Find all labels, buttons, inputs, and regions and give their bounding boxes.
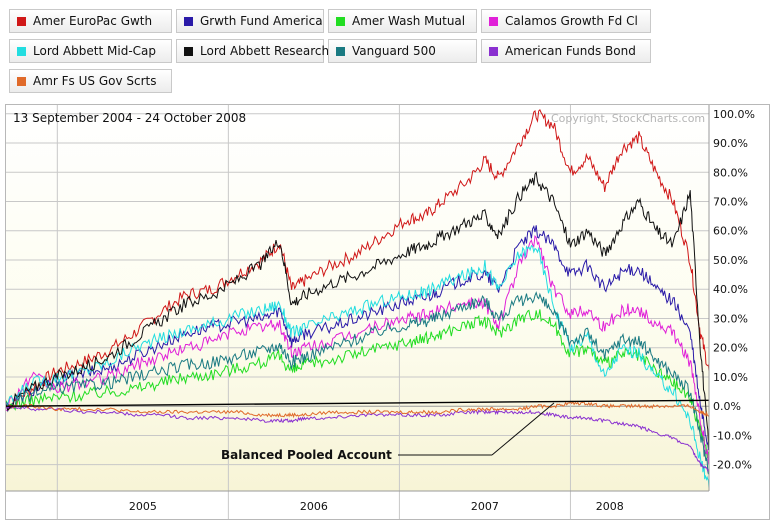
y-tick-label: 100.0%	[713, 108, 755, 121]
legend-item: Grwth Fund America	[176, 9, 324, 33]
legend-swatch	[336, 16, 345, 26]
series-line-calamos-growth-fd-cl	[6, 235, 709, 465]
copyright-label: Copyright, StockCharts.com	[551, 112, 705, 125]
legend-label: Amer Wash Mutual	[352, 14, 466, 28]
legend-swatch	[17, 46, 26, 56]
x-tick-label: 2006	[300, 500, 328, 513]
legend-swatch	[17, 16, 26, 26]
y-tick-label: 40.0%	[713, 283, 748, 296]
legend-swatch	[336, 46, 345, 56]
y-tick-label: 90.0%	[713, 137, 748, 150]
series-line-balanced-pooled-account	[6, 399, 709, 407]
y-tick-label: 10.0%	[713, 371, 748, 384]
legend-label: Amer EuroPac Gwth	[33, 14, 153, 28]
annotation-pointer	[491, 402, 555, 456]
legend-swatch	[489, 46, 498, 56]
y-axis: 100.0% 90.0% 80.0% 70.0% 60.0% 50.0% 40.0% 30.0…	[708, 105, 755, 491]
y-tick-label: -20.0%	[713, 459, 752, 472]
y-tick-label: 60.0%	[713, 225, 748, 238]
legend-item: Amr Fs US Gov Scrts	[9, 69, 172, 93]
legend-label: Vanguard 500	[352, 44, 436, 58]
legend-swatch	[489, 16, 498, 26]
series-line-vanguard-500	[6, 291, 709, 475]
series-line-lord-abbett-mid-cap	[6, 244, 709, 489]
legend-label: Grwth Fund America	[200, 14, 323, 28]
y-tick-label: 80.0%	[713, 166, 748, 179]
legend-item: Vanguard 500	[328, 39, 477, 63]
legend-item: Lord Abbett Research	[176, 39, 329, 63]
y-tick-label: 20.0%	[713, 342, 748, 355]
legend-swatch	[17, 76, 26, 86]
series-line-grwth-fund-america	[6, 225, 709, 451]
y-tick-label: 0.0%	[713, 400, 741, 413]
series-line-american-funds-bond	[6, 405, 709, 473]
gridlines	[6, 105, 709, 519]
y-tick-label: 50.0%	[713, 254, 748, 267]
legend-swatch	[184, 16, 193, 26]
legend-item: Lord Abbett Mid-Cap	[9, 39, 172, 63]
series-lines	[6, 109, 709, 489]
x-tick-label: 2007	[471, 500, 499, 513]
annotation-label: Balanced Pooled Account	[221, 448, 392, 462]
x-tick-label: 2005	[129, 500, 157, 513]
legend-item: Calamos Growth Fd Cl	[481, 9, 651, 33]
legend-label: Lord Abbett Research	[200, 44, 330, 58]
legend: Amer EuroPac Gwth Grwth Fund America Amer …	[0, 0, 773, 104]
plot-background	[6, 105, 709, 491]
legend-swatch	[184, 46, 193, 56]
series-line-lord-abbett-research	[6, 171, 709, 451]
y-tick-label: -10.0%	[713, 429, 752, 442]
series-line-amer-wash-mutual	[6, 309, 709, 459]
legend-label: American Funds Bond	[505, 44, 636, 58]
legend-label: Amr Fs US Gov Scrts	[33, 74, 157, 88]
price-performance-chart: 100.0% 90.0% 80.0% 70.0% 60.0% 50.0% 40.0% 30.0…	[6, 105, 755, 519]
legend-label: Calamos Growth Fd Cl	[505, 14, 638, 28]
x-axis: 2005 2006 2007 2008	[6, 490, 709, 513]
series-line-amer-europac-gwth	[6, 109, 709, 410]
legend-item: Amer Wash Mutual	[328, 9, 477, 33]
y-tick-label: 70.0%	[713, 196, 748, 209]
x-tick-label: 2008	[596, 500, 624, 513]
legend-item: American Funds Bond	[481, 39, 651, 63]
legend-item: Amer EuroPac Gwth	[9, 9, 172, 33]
date-range-label: 13 September 2004 - 24 October 2008	[13, 111, 246, 125]
series-line-amr-fs-us-gov-scrts	[6, 400, 709, 419]
legend-label: Lord Abbett Mid-Cap	[33, 44, 157, 58]
chart-frame: 100.0% 90.0% 80.0% 70.0% 60.0% 50.0% 40.0% 30.0…	[5, 104, 770, 520]
y-tick-label: 30.0%	[713, 312, 748, 325]
